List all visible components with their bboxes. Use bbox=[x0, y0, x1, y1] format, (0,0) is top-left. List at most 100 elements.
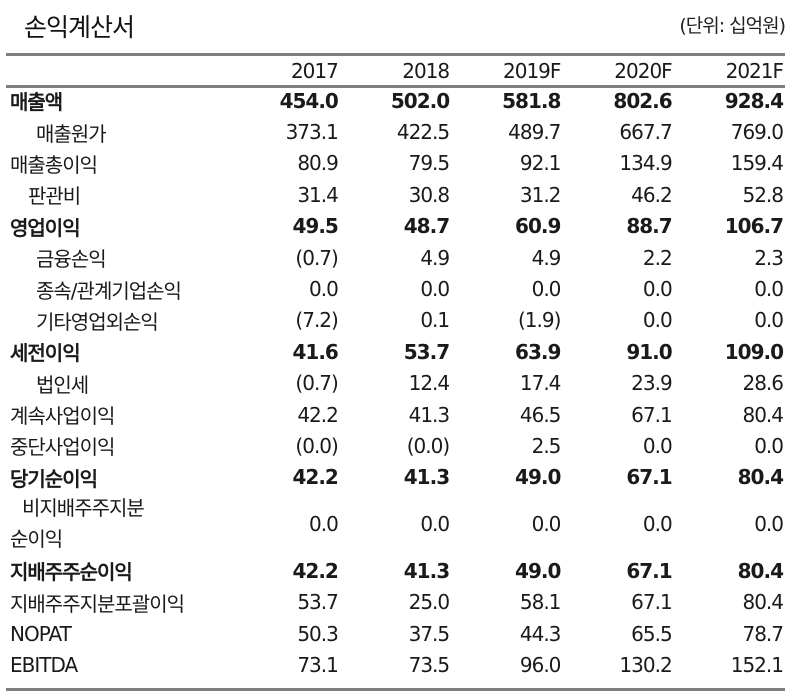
row-label: NOPAT bbox=[10, 621, 72, 646]
cell-value: 28.6 bbox=[742, 371, 784, 396]
cell-value: 92.1 bbox=[519, 151, 562, 176]
cell-value: 2.2 bbox=[642, 245, 673, 270]
cell-value: 928.4 bbox=[724, 88, 784, 113]
row-label: 지배주주지분포괄이익 bbox=[10, 591, 185, 616]
cell-value: 0.0 bbox=[420, 277, 450, 302]
cell-value: 0.0 bbox=[754, 512, 784, 537]
cell-value: (0.0) bbox=[406, 433, 450, 458]
cell-value: 0.0 bbox=[642, 308, 673, 333]
row-label: 매출액 bbox=[10, 90, 63, 115]
cell-value: 49.0 bbox=[515, 465, 561, 490]
cell-value: 31.4 bbox=[297, 182, 339, 207]
cell-value: 73.5 bbox=[408, 652, 451, 677]
cell-value: 46.5 bbox=[519, 402, 562, 427]
cell-value: 67.1 bbox=[626, 465, 672, 490]
cell-value: 42.2 bbox=[292, 465, 338, 490]
column-header: 2018 bbox=[402, 58, 450, 83]
cell-value: 0.0 bbox=[309, 512, 339, 537]
cell-value: 49.0 bbox=[515, 558, 561, 583]
cell-value: 67.1 bbox=[631, 402, 673, 427]
cell-value: (0.7) bbox=[295, 371, 338, 396]
cell-value: 0.0 bbox=[642, 512, 673, 537]
cell-value: 80.4 bbox=[737, 558, 784, 583]
cell-value: 63.9 bbox=[515, 339, 561, 364]
cell-value: 37.5 bbox=[408, 621, 451, 646]
cell-value: 0.0 bbox=[754, 433, 784, 458]
cell-value: 0.0 bbox=[642, 433, 673, 458]
cell-value: 0.0 bbox=[531, 512, 562, 537]
row-label: 금융손익 bbox=[36, 247, 107, 272]
cell-value: 50.3 bbox=[297, 621, 339, 646]
cell-value: 581.8 bbox=[502, 88, 561, 113]
cell-value: 67.1 bbox=[626, 558, 672, 583]
bottom-rule bbox=[6, 688, 785, 691]
cell-value: 0.0 bbox=[531, 277, 562, 302]
table-row-continuing-ops: 계속사업이익 42.2 41.3 46.5 67.1 80.4 bbox=[6, 399, 785, 430]
cell-value: 769.0 bbox=[730, 120, 784, 145]
table-row-minority-interest: 비지배주주지분 순이익 0.0 0.0 0.0 0.0 0.0 bbox=[6, 493, 785, 555]
cell-value: 80.9 bbox=[297, 151, 339, 176]
cell-value: 106.7 bbox=[724, 214, 784, 239]
row-label: 법인세 bbox=[36, 372, 89, 397]
table-row-affiliate-income: 종속/관계기업손익 0.0 0.0 0.0 0.0 0.0 bbox=[6, 273, 785, 304]
cell-value: 667.7 bbox=[619, 120, 672, 145]
cell-value: 0.0 bbox=[754, 308, 784, 333]
column-header: 2017 bbox=[290, 58, 339, 83]
cell-value: (0.7) bbox=[295, 245, 338, 270]
cell-value: 2.3 bbox=[754, 245, 784, 270]
cell-value: 52.8 bbox=[742, 182, 784, 207]
cell-value: 42.2 bbox=[292, 558, 338, 583]
cell-value: 58.1 bbox=[519, 590, 562, 615]
cell-value: 502.0 bbox=[390, 88, 450, 113]
row-label: 비지배주주지분 순이익 bbox=[6, 493, 229, 555]
cell-value: 79.5 bbox=[408, 151, 451, 176]
cell-value: 46.2 bbox=[631, 182, 673, 207]
cell-value: 60.9 bbox=[515, 214, 561, 239]
cell-value: 30.8 bbox=[408, 182, 451, 207]
cell-value: 489.7 bbox=[508, 120, 561, 145]
cell-value: 12.4 bbox=[408, 371, 451, 396]
unit-label: (단위: 십억원) bbox=[679, 15, 786, 37]
cell-value: 91.0 bbox=[626, 339, 672, 364]
column-header: 2019F bbox=[503, 58, 561, 83]
cell-value: 0.0 bbox=[754, 277, 784, 302]
table-row-nopat: NOPAT 50.3 37.5 44.3 65.5 78.7 bbox=[6, 618, 785, 649]
cell-value: 0.0 bbox=[642, 277, 673, 302]
cell-value: 42.2 bbox=[297, 402, 339, 427]
row-label: 매출원가 bbox=[36, 121, 107, 146]
cell-value: 80.4 bbox=[737, 465, 784, 490]
cell-value: 4.9 bbox=[531, 245, 562, 270]
cell-value: 53.7 bbox=[297, 590, 339, 615]
cell-value: 23.9 bbox=[631, 371, 673, 396]
cell-value: 0.0 bbox=[309, 277, 339, 302]
table-row-gross-profit: 매출총이익 80.9 79.5 92.1 134.9 159.4 bbox=[6, 148, 785, 179]
cell-value: 41.6 bbox=[292, 339, 338, 364]
row-label: 중단사업이익 bbox=[10, 435, 115, 460]
header-label-cell bbox=[6, 56, 229, 85]
cell-value: 53.7 bbox=[403, 339, 450, 364]
table-row-pretax-income: 세전이익 41.6 53.7 63.9 91.0 109.0 bbox=[6, 336, 785, 367]
income-statement-table: 2017 2018 2019F 2020F 2021F 매출액 454.0 50… bbox=[6, 56, 785, 681]
row-label: 종속/관계기업손익 bbox=[36, 278, 182, 303]
cell-value: 31.2 bbox=[519, 182, 562, 207]
cell-value: 17.4 bbox=[519, 371, 562, 396]
cell-value: 159.4 bbox=[730, 151, 784, 176]
row-label-line2: 순이익 bbox=[10, 527, 63, 552]
cell-value: 41.3 bbox=[403, 465, 450, 490]
cell-value: 134.9 bbox=[619, 151, 672, 176]
cell-value: 44.3 bbox=[519, 621, 562, 646]
column-header: 2020F bbox=[614, 58, 672, 83]
table-row-income-tax: 법인세 (0.7) 12.4 17.4 23.9 28.6 bbox=[6, 368, 785, 399]
cell-value: 48.7 bbox=[403, 214, 450, 239]
cell-value: 80.4 bbox=[742, 402, 784, 427]
cell-value: 25.0 bbox=[408, 590, 451, 615]
cell-value: 802.6 bbox=[613, 88, 672, 113]
row-label: 판관비 bbox=[28, 184, 81, 209]
row-label: 당기순이익 bbox=[10, 466, 98, 491]
cell-value: 373.1 bbox=[285, 120, 339, 145]
cell-value: 152.1 bbox=[730, 652, 784, 677]
table-row-revenue: 매출액 454.0 502.0 581.8 802.6 928.4 bbox=[6, 85, 785, 116]
cell-value: 0.1 bbox=[420, 308, 450, 333]
row-label: 매출총이익 bbox=[10, 152, 98, 177]
row-label-line1: 비지배주주지분 bbox=[22, 496, 145, 521]
